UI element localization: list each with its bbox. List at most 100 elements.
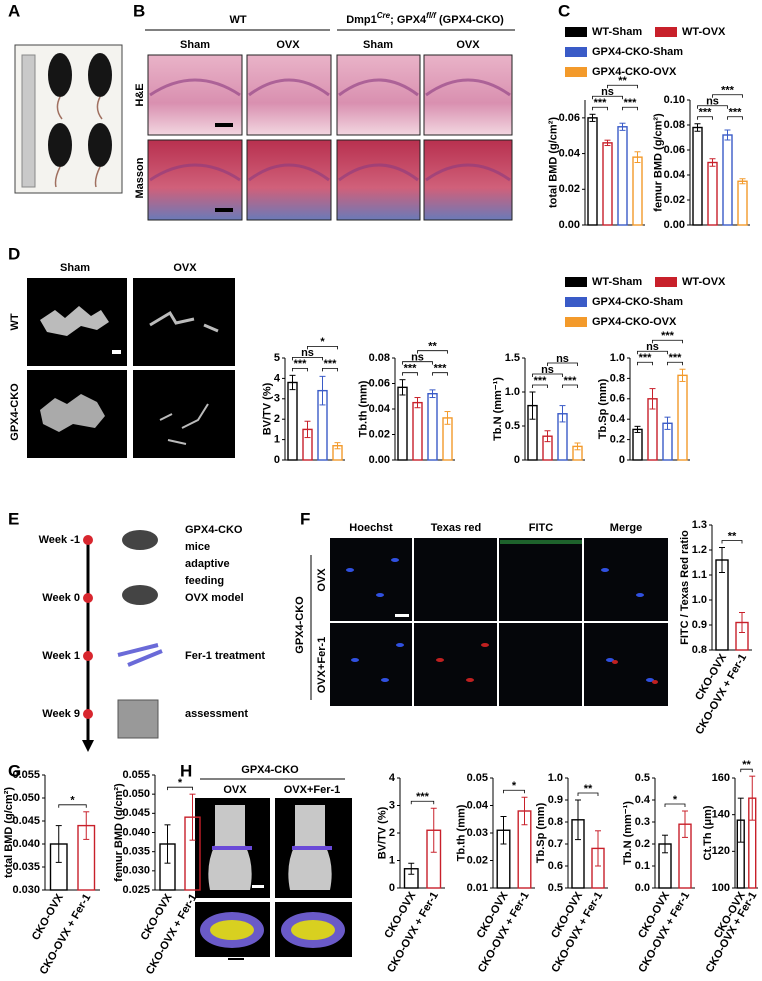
mouse	[48, 123, 72, 167]
bar	[722, 134, 733, 226]
step-label: mice	[185, 541, 210, 553]
y-tick-label: 1.0	[610, 352, 625, 364]
mouse-tail	[54, 96, 103, 188]
channel-label: Hoechst	[349, 522, 393, 534]
step-label: feeding	[185, 575, 224, 587]
text-part: Cre	[377, 11, 391, 20]
y-axis-label: BV/TV (%)	[376, 806, 388, 859]
text-part: Dmp1	[346, 14, 377, 26]
panel-letter: G	[8, 761, 21, 780]
step-label: OVX model	[185, 592, 244, 604]
y-tick-label: 0.0	[635, 882, 650, 894]
significance-label: ***	[699, 107, 713, 119]
panel-letter: C	[558, 1, 570, 20]
y-tick-label: 2	[274, 413, 280, 425]
bar	[397, 386, 408, 461]
y-tick-label: 0.05	[467, 772, 488, 784]
y-tick-label: 140	[712, 809, 730, 821]
significance-label: *	[70, 795, 75, 807]
bar	[602, 142, 613, 226]
masson-image	[423, 139, 513, 221]
significance-label: ns	[601, 86, 614, 98]
bar	[737, 180, 748, 226]
y-tick-label: 2	[389, 827, 395, 839]
significance-bracket	[292, 356, 323, 361]
significance-bracket	[592, 106, 608, 111]
legend-label: WT-Sham	[592, 276, 642, 288]
trabecular-bone	[159, 403, 209, 445]
timeline-arrow	[82, 740, 94, 752]
y-axis-label: total BMD (g/cm²)	[548, 117, 560, 208]
scale-bar	[215, 123, 233, 127]
y-tick-label: 1.1	[692, 569, 707, 581]
y-tick-label: 0.02	[369, 428, 390, 440]
significance-label: ***	[661, 330, 675, 342]
histology-images	[147, 54, 513, 221]
legend-label: GPX4-CKO-OVX	[592, 66, 677, 78]
y-tick-label: 0.055	[122, 769, 150, 781]
significance-bracket	[432, 372, 448, 376]
bar	[632, 156, 643, 226]
significance-bracket	[58, 804, 87, 808]
y-tick-label: 0.2	[610, 434, 625, 446]
growth-plate	[149, 78, 511, 182]
y-tick-label: 1	[274, 434, 280, 446]
column-label: Sham	[180, 39, 210, 51]
mouse	[88, 53, 112, 97]
legend-label: GPX4-CKO-Sham	[592, 46, 683, 58]
y-tick-label: 4	[274, 372, 281, 384]
significance-label: ***	[624, 97, 638, 109]
y-tick-label: 0.9	[692, 619, 707, 631]
y-tick-label: 0.06	[664, 144, 685, 156]
bar	[707, 161, 718, 226]
significance-bracket	[292, 367, 308, 372]
significance-bracket	[622, 106, 638, 111]
mouse	[48, 53, 72, 97]
bar	[692, 126, 703, 226]
bar	[427, 393, 438, 461]
column-label: Sham	[60, 262, 90, 274]
significance-label: ***	[564, 375, 578, 387]
y-tick-label: 0.030	[12, 884, 40, 896]
trabecular-section	[210, 920, 254, 940]
y-tick-label: 0.7	[548, 838, 563, 850]
step-label: Fer-1 treatment	[185, 650, 265, 662]
significance-label: ***	[534, 375, 548, 387]
significance-bracket	[577, 792, 599, 796]
significance-bracket	[664, 803, 686, 807]
significance-bracket	[322, 367, 338, 372]
significance-label: ***	[416, 791, 430, 803]
y-axis-label: femur BMD (g/cm²)	[113, 783, 125, 882]
significance-label: **	[584, 783, 593, 795]
panel-letter: F	[300, 509, 310, 528]
column-label: OVX	[173, 262, 197, 274]
panel-letter: D	[8, 244, 20, 263]
y-tick-label: 1.0	[692, 594, 707, 606]
y-tick-label: 0.04	[369, 403, 391, 415]
microct-image	[133, 370, 235, 458]
bar	[677, 374, 688, 461]
group-label: Dmp1Cre; GPX4fl/f (GPX4-CKO)	[346, 11, 504, 26]
scale-bar	[228, 958, 244, 960]
legend-label: WT-Sham	[592, 26, 642, 38]
bar	[587, 117, 598, 226]
trabecular-bone	[40, 306, 109, 336]
y-axis-label: Tb.th (mm)	[358, 380, 370, 437]
significance-bracket	[712, 94, 743, 98]
panel-letter: H	[180, 761, 192, 780]
he-image	[336, 54, 421, 136]
significance-label: ***	[594, 97, 608, 109]
significance-label: ns	[541, 364, 554, 376]
y-tick-label: 0.10	[664, 94, 685, 106]
y-tick-label: 0.4	[610, 413, 626, 425]
significance-bracket	[417, 350, 448, 354]
significance-bracket	[562, 384, 578, 388]
significance-label: **	[728, 530, 737, 542]
significance-label: ns	[646, 341, 659, 353]
bar	[287, 381, 298, 461]
y-tick-label: 0	[389, 882, 395, 894]
y-tick-label: 4	[389, 772, 396, 784]
significance-label: ***	[404, 363, 418, 375]
y-axis-label: Tb.Sp (mm)	[535, 802, 547, 863]
